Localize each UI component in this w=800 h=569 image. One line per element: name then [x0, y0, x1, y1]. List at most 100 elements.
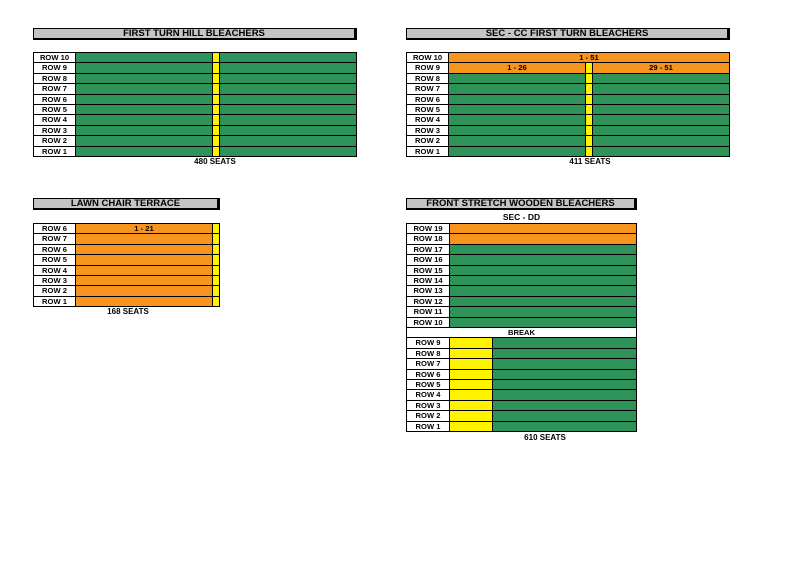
seat-block-right: [593, 145, 730, 156]
seat-block-yellow: [450, 399, 493, 411]
row-label: ROW 10: [406, 52, 449, 63]
seat-block: [450, 233, 637, 244]
row-label: ROW 4: [406, 114, 449, 125]
row-label: ROW 12: [406, 295, 450, 307]
seat-block-right: [220, 83, 357, 94]
table-row: ROW 1: [33, 295, 220, 307]
table-row: ROW 11: [406, 306, 637, 317]
aisle-marker: [213, 254, 220, 265]
row-label: ROW 6: [33, 243, 76, 255]
table-row: ROW 18: [406, 233, 637, 244]
table-row: ROW 9: [33, 62, 357, 73]
seat-block: [76, 264, 213, 275]
table-row: ROW 5: [33, 254, 220, 265]
seat-block-right: [220, 135, 357, 146]
seat-block-right: [593, 83, 730, 94]
row-label: ROW 5: [406, 104, 449, 115]
seat-block-yellow: [450, 410, 493, 421]
seat-block-left: [76, 72, 213, 84]
grid-bottom-line: [33, 306, 220, 308]
row-label: ROW 1: [406, 420, 450, 431]
table-row: ROW 3: [406, 399, 637, 411]
row-label: ROW 1: [33, 145, 76, 156]
table-row: ROW 6: [406, 93, 730, 104]
seat-block-right: [593, 135, 730, 146]
row-label: ROW 6: [406, 368, 450, 379]
seat-block-range: 1 - 26: [449, 62, 586, 73]
aisle-marker: [213, 62, 220, 73]
table-row: ROW 2: [406, 410, 637, 421]
front-stretch-subtitle: SEC - DD: [502, 212, 541, 222]
grid-bottom-line: [406, 156, 730, 157]
table-row: ROW 3: [406, 124, 730, 136]
seat-block-left: [76, 93, 213, 104]
seat-block: [493, 420, 637, 431]
row-label: ROW 8: [406, 72, 449, 84]
seat-block-right: [220, 104, 357, 115]
table-row: ROW 13: [406, 285, 637, 296]
seat-block: [493, 347, 637, 359]
row-label: ROW 9: [33, 62, 76, 73]
row-label: ROW 8: [33, 72, 76, 84]
seat-block-right: [220, 93, 357, 104]
row-label: ROW 15: [406, 264, 450, 275]
row-label: ROW 2: [406, 135, 449, 146]
seat-block: [450, 264, 637, 275]
seat-block-right: [593, 124, 730, 136]
seat-block: [450, 295, 637, 307]
seat-block-right: [220, 145, 357, 156]
seat-block: [450, 223, 637, 234]
seat-block-yellow: [450, 379, 493, 390]
seat-block: [450, 275, 637, 286]
seat-block: [493, 368, 637, 379]
row-label: ROW 18: [406, 233, 450, 244]
table-row: ROW 4: [406, 114, 730, 125]
seat-block: [76, 254, 213, 265]
table-row: ROW 2: [33, 285, 220, 296]
seat-block-left: [76, 124, 213, 136]
row-label: ROW 10: [406, 316, 450, 327]
seat-block: [76, 275, 213, 286]
row-label: ROW 2: [33, 135, 76, 146]
seat-block: [493, 410, 637, 421]
seat-block: [493, 358, 637, 369]
table-row: ROW 8: [406, 72, 730, 84]
aisle-marker: [213, 264, 220, 275]
break-label: BREAK: [507, 328, 535, 337]
row-label: ROW 16: [406, 254, 450, 265]
aisle-marker: [213, 114, 220, 125]
seat-block-left: [449, 114, 586, 125]
sec-cc-seats: 411 SEATS: [569, 157, 611, 166]
table-row: ROW 19: [406, 223, 637, 234]
table-row: ROW 3: [33, 124, 357, 136]
seat-block-yellow: [450, 368, 493, 379]
seat-block-left: [76, 62, 213, 73]
table-row: ROW 5: [406, 104, 730, 115]
table-row: ROW 16: [406, 254, 637, 265]
row-label: ROW 9: [406, 337, 450, 348]
table-row: ROW 3: [33, 275, 220, 286]
aisle-marker: [586, 135, 593, 146]
aisle-marker: [213, 233, 220, 244]
aisle-marker: [213, 52, 220, 63]
seat-block-range: 1 - 51: [449, 52, 730, 63]
aisle-marker: [213, 72, 220, 84]
row-label: ROW 4: [406, 389, 450, 400]
lawn-chair-seats: 168 SEATS: [107, 307, 149, 316]
aisle-marker: [586, 93, 593, 104]
seat-block: [76, 285, 213, 296]
row-label: ROW 1: [406, 145, 449, 156]
table-row: ROW 7: [33, 83, 357, 94]
seat-block-right: [220, 124, 357, 136]
table-row: ROW 10: [406, 316, 637, 327]
aisle-marker: [213, 243, 220, 255]
seat-block: [76, 295, 213, 307]
seat-block-left: [76, 114, 213, 125]
seat-block-left: [449, 72, 586, 84]
row-label: ROW 10: [33, 52, 76, 63]
seat-block-right: [593, 72, 730, 84]
table-row: ROW 12: [406, 295, 637, 307]
table-row: ROW 7: [406, 358, 637, 369]
lawn-chair-title: LAWN CHAIR TERRACE: [33, 198, 220, 210]
